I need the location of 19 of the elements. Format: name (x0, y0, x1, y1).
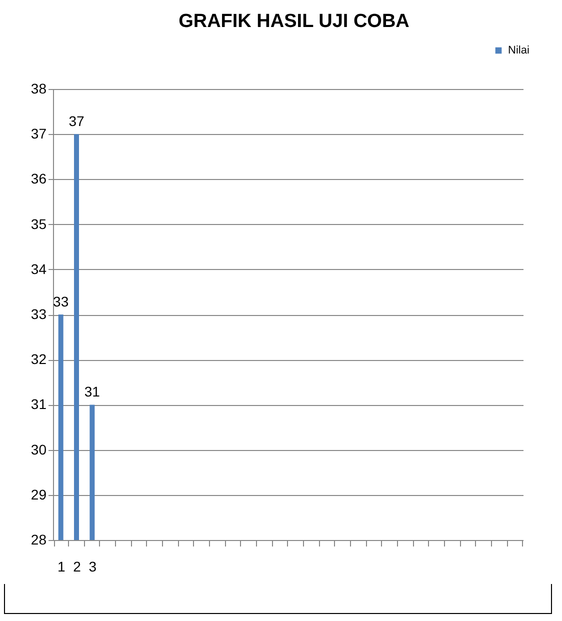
y-tick-label: 28 (30, 532, 47, 548)
data-label: 37 (68, 113, 84, 130)
y-tick-label: 36 (30, 170, 47, 187)
y-tick-label: 31 (30, 396, 47, 412)
y-tick-label: 33 (30, 306, 47, 322)
data-label: 31 (84, 384, 100, 400)
legend-label: Nilai (508, 44, 530, 56)
y-tick-label: 29 (30, 486, 47, 502)
chart-title: GRAFIK HASIL UJI COBA (178, 11, 410, 32)
y-tick-label: 34 (30, 260, 47, 277)
x-tick-label: 2 (73, 558, 82, 574)
y-tick-label: 37 (30, 126, 47, 142)
y-tick-label: 38 (30, 80, 47, 96)
y-tick-label: 35 (30, 216, 47, 232)
y-tick-label: 30 (30, 441, 47, 458)
x-tick-label: 3 (88, 558, 97, 574)
data-label: 33 (53, 294, 69, 310)
y-tick-label: 32 (30, 351, 47, 368)
x-tick-label: 1 (57, 558, 66, 574)
